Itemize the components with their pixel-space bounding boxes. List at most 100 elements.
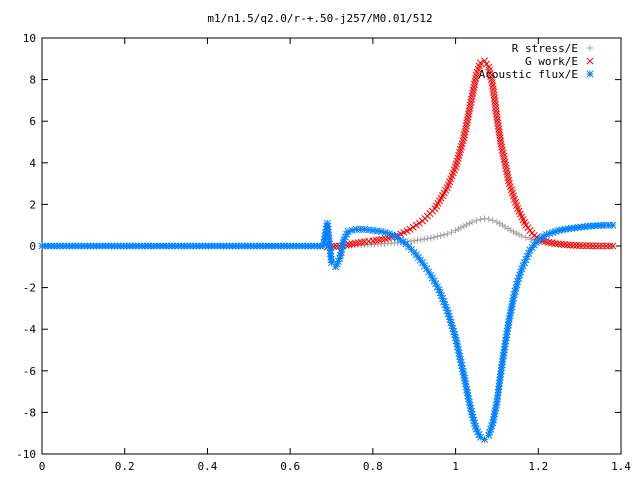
data-point <box>493 218 501 226</box>
data-point <box>551 239 559 248</box>
y-tick-label: -10 <box>16 448 36 461</box>
x-tick-label: 1.4 <box>611 460 631 473</box>
data-point-fill <box>493 116 501 124</box>
data-point-fill <box>491 97 499 105</box>
data-point-fill <box>491 101 499 109</box>
data-point <box>411 237 418 244</box>
data-point-fill <box>504 225 512 232</box>
x-tick-label: 1.2 <box>528 460 548 473</box>
data-point <box>493 113 501 121</box>
legend-label: R stress/E <box>512 42 578 55</box>
data-point <box>576 242 584 250</box>
chart-title: m1/n1.5/q2.0/r-+.50-j257/M0.01/512 <box>207 12 432 25</box>
data-point-fill <box>495 128 503 136</box>
y-tick-label: -8 <box>23 406 36 419</box>
data-point-fill <box>466 220 473 227</box>
data-point-fill <box>557 240 565 248</box>
data-point-fill <box>473 217 480 224</box>
data-point-fill <box>489 217 496 224</box>
data-point-fill <box>496 220 503 227</box>
y-tick-label: 0 <box>29 240 36 253</box>
data-point-fill <box>494 122 502 130</box>
data-point <box>502 223 509 231</box>
data-point-fill <box>499 222 506 229</box>
data-point-fill <box>333 242 341 250</box>
data-point-fill <box>587 222 595 230</box>
legend-label: G work/E <box>525 55 578 68</box>
series-layer <box>38 57 617 443</box>
x-tick-label: 0.2 <box>115 460 135 473</box>
data-point-fill <box>492 104 500 112</box>
y-tick-label: 10 <box>23 32 36 45</box>
ticks-layer: 0 0.2 0.4 0.6 0.8 1 1.2 1.4 10 8 6 4 2 0 -2 -4 -6 -8 -10 <box>16 32 631 473</box>
data-point <box>485 215 492 223</box>
data-point <box>444 230 451 238</box>
series-2 <box>323 57 617 251</box>
data-point-fill <box>602 242 610 250</box>
data-point-fill <box>420 235 428 243</box>
data-point-fill <box>595 242 604 250</box>
y-tick-label: -2 <box>23 282 36 295</box>
data-point-fill <box>492 110 501 118</box>
x-tick-label: 0.8 <box>363 460 383 473</box>
data-point-fill <box>554 240 562 248</box>
data-point <box>427 234 434 242</box>
data-point <box>406 225 414 233</box>
data-point-fill <box>457 224 465 231</box>
data-point-fill <box>507 226 514 234</box>
data-point-fill <box>492 107 500 115</box>
legend-label: Acoustic flux/E <box>479 68 578 81</box>
data-point-fill <box>448 228 455 236</box>
data-point-fill <box>586 242 594 250</box>
legend-marker <box>586 57 594 65</box>
data-point-fill <box>522 234 530 241</box>
data-point <box>584 222 592 230</box>
data-point-fill <box>589 242 597 250</box>
data-point <box>377 227 385 235</box>
data-point-fill <box>412 221 420 229</box>
data-point-fill <box>574 223 582 232</box>
data-point <box>460 223 468 230</box>
data-point-fill <box>483 60 491 68</box>
data-point-fill <box>496 134 504 142</box>
data-point-fill <box>579 242 587 250</box>
x-tick-label: 0.4 <box>197 460 217 473</box>
data-point <box>340 236 348 244</box>
data-point <box>477 216 484 223</box>
data-point-fill <box>348 226 356 234</box>
data-point-fill <box>417 236 425 243</box>
data-point <box>468 218 476 226</box>
data-point-fill <box>455 225 462 233</box>
data-point-fill <box>437 232 444 239</box>
data-point-fill <box>605 242 613 250</box>
y-tick-label: -4 <box>23 323 37 336</box>
data-point-fill <box>590 222 599 230</box>
data-point <box>510 228 517 236</box>
data-point-fill <box>515 231 523 238</box>
x-tick-label: 0 <box>39 460 46 473</box>
data-point <box>476 59 484 67</box>
data-point-fill <box>566 241 574 249</box>
x-tick-label: 1 <box>452 460 459 473</box>
data-point <box>526 235 534 243</box>
data-point-fill <box>495 125 503 133</box>
data-point <box>518 232 525 240</box>
y-tick-label: 4 <box>29 157 36 170</box>
data-point-fill <box>490 91 498 99</box>
data-point-fill <box>409 223 417 231</box>
legend-marker <box>586 44 594 52</box>
data-point-fill <box>490 88 498 96</box>
data-point-fill <box>430 234 438 241</box>
data-point-fill <box>490 94 499 102</box>
x-tick-label: 0.6 <box>280 460 300 473</box>
data-point-fill <box>597 221 605 229</box>
series-3 <box>38 219 617 443</box>
data-point-fill <box>513 230 520 237</box>
y-tick-label: 6 <box>29 115 36 128</box>
data-point-fill <box>599 242 607 250</box>
data-point-fill <box>381 228 389 237</box>
data-point-fill <box>582 242 590 250</box>
data-point-fill <box>496 131 504 139</box>
